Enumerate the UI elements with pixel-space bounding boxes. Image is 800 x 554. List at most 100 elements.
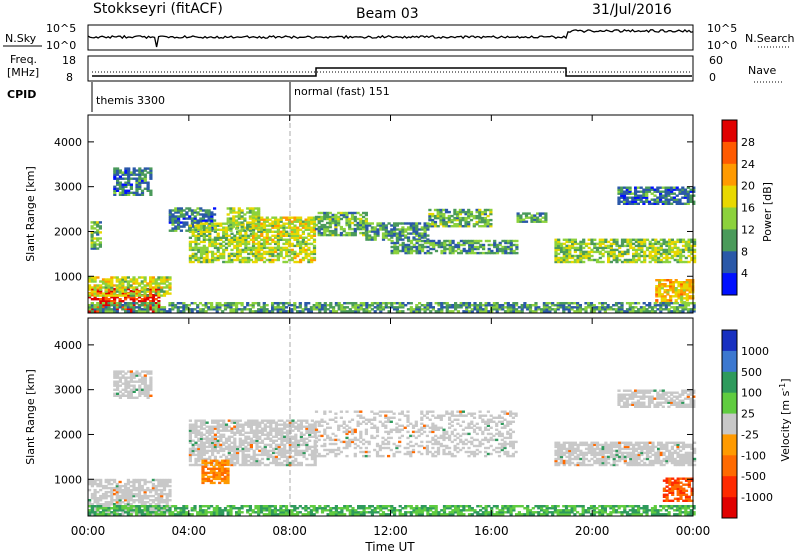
heatmap-cell [688, 283, 692, 286]
heatmap-cell [603, 509, 607, 512]
heatmap-cell [96, 237, 100, 240]
heatmap-cell [584, 254, 589, 258]
heatmap-cell [681, 196, 685, 199]
heatmap-cell [398, 509, 402, 512]
heatmap-cell [680, 291, 684, 294]
heatmap-cell [679, 250, 683, 254]
heatmap-cell [423, 224, 427, 227]
heatmap-cell [287, 218, 292, 221]
heatmap-cell [536, 212, 540, 215]
heatmap-cell [233, 238, 237, 241]
heatmap-cell [293, 513, 297, 516]
heatmap-cell [681, 505, 685, 508]
heatmap-cell [210, 217, 214, 220]
heatmap-cell [431, 218, 435, 222]
heatmap-cell [104, 300, 108, 303]
heatmap-cell [332, 507, 336, 510]
heatmap-cell [528, 310, 533, 313]
heatmap-cell [673, 250, 677, 254]
heatmap-cell [665, 256, 669, 260]
heatmap-cell [426, 509, 430, 512]
heatmap-cell [390, 302, 394, 305]
heatmap-cell [576, 246, 580, 250]
heatmap-cell [124, 490, 128, 494]
heatmap-cell [127, 175, 131, 178]
heatmap-cell [215, 304, 219, 307]
heatmap-cell [296, 220, 300, 223]
heatmap-cell [442, 216, 446, 220]
heatmap-cell [188, 224, 192, 227]
heatmap-cell [301, 513, 305, 516]
heatmap-cell [692, 511, 696, 514]
heatmap-cell [669, 289, 673, 292]
freq-panel: Freq. [MHz] 18 8 60 0 Nave [7, 53, 782, 84]
heatmap-cell [442, 218, 446, 222]
heatmap-cell [557, 238, 561, 241]
heatmap-cell [236, 242, 240, 246]
heatmap-cell [160, 290, 164, 293]
heatmap-cell [398, 230, 402, 233]
heatmap-cell [656, 304, 660, 307]
heatmap-cell [470, 239, 475, 243]
heatmap-cell [204, 215, 208, 218]
heatmap-cell [88, 294, 92, 297]
heatmap-cell [202, 250, 206, 254]
heatmap-cell [498, 306, 502, 309]
heatmap-cell [671, 291, 675, 294]
heatmap-cell [110, 302, 114, 305]
heatmap-cell [171, 505, 175, 508]
heatmap-cell [639, 196, 643, 199]
heatmap-cell [343, 310, 347, 313]
heatmap-cell [154, 282, 158, 285]
heatmap-cell [132, 193, 136, 196]
heatmap-cell [202, 222, 206, 225]
heatmap-cell [99, 308, 103, 311]
heatmap-cell [675, 509, 680, 512]
heatmap-cell [118, 490, 122, 494]
heatmap-cell [162, 276, 167, 279]
heatmap-cell [187, 304, 191, 307]
heatmap-cell [398, 513, 402, 516]
heatmap-cell [554, 252, 558, 256]
heatmap-cell [556, 308, 560, 311]
heatmap-cell [431, 220, 435, 224]
heatmap-cell [393, 228, 397, 231]
heatmap-cell [115, 280, 119, 283]
heatmap-cell [684, 244, 688, 248]
heatmap-cell [213, 244, 217, 248]
heatmap-cell [93, 480, 97, 484]
velocity-heatmap-cells [88, 370, 697, 516]
heatmap-cell [684, 246, 688, 250]
heatmap-cell [612, 304, 616, 307]
heatmap-cell [448, 241, 452, 245]
heatmap-cell [362, 513, 366, 516]
heatmap-cell [615, 248, 619, 252]
heatmap-cell [436, 225, 440, 228]
heatmap-cell [310, 226, 314, 229]
heatmap-cell [135, 173, 139, 176]
heatmap-cell [241, 250, 245, 254]
heatmap-cell [470, 513, 474, 516]
heatmap-cell [233, 252, 237, 256]
heatmap-cell [376, 505, 380, 508]
heatmap-cell [265, 310, 269, 313]
heatmap-cell [331, 233, 335, 237]
heatmap-cell [551, 302, 555, 305]
heatmap-cell [135, 302, 139, 305]
heatmap-cell [568, 248, 572, 252]
heatmap-cell [199, 219, 203, 222]
heatmap-cell [219, 242, 223, 246]
heatmap-cell [127, 189, 131, 192]
heatmap-cell [676, 260, 680, 264]
heatmap-cell [212, 308, 216, 311]
heatmap-cell [205, 260, 209, 264]
heatmap-cell [137, 482, 142, 486]
heatmap-cell [686, 302, 691, 305]
heatmap-cell [185, 217, 189, 220]
heatmap-cell [197, 250, 201, 254]
heatmap-cell [140, 511, 144, 514]
heatmap-cell [618, 246, 622, 250]
heatmap-cell [204, 219, 208, 222]
heatmap-cell [96, 287, 100, 291]
heatmap-cell [582, 260, 586, 264]
